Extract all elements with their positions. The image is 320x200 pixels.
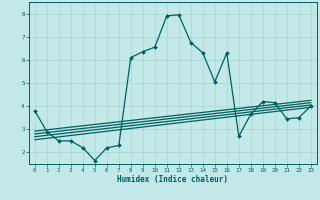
X-axis label: Humidex (Indice chaleur): Humidex (Indice chaleur) [117,175,228,184]
